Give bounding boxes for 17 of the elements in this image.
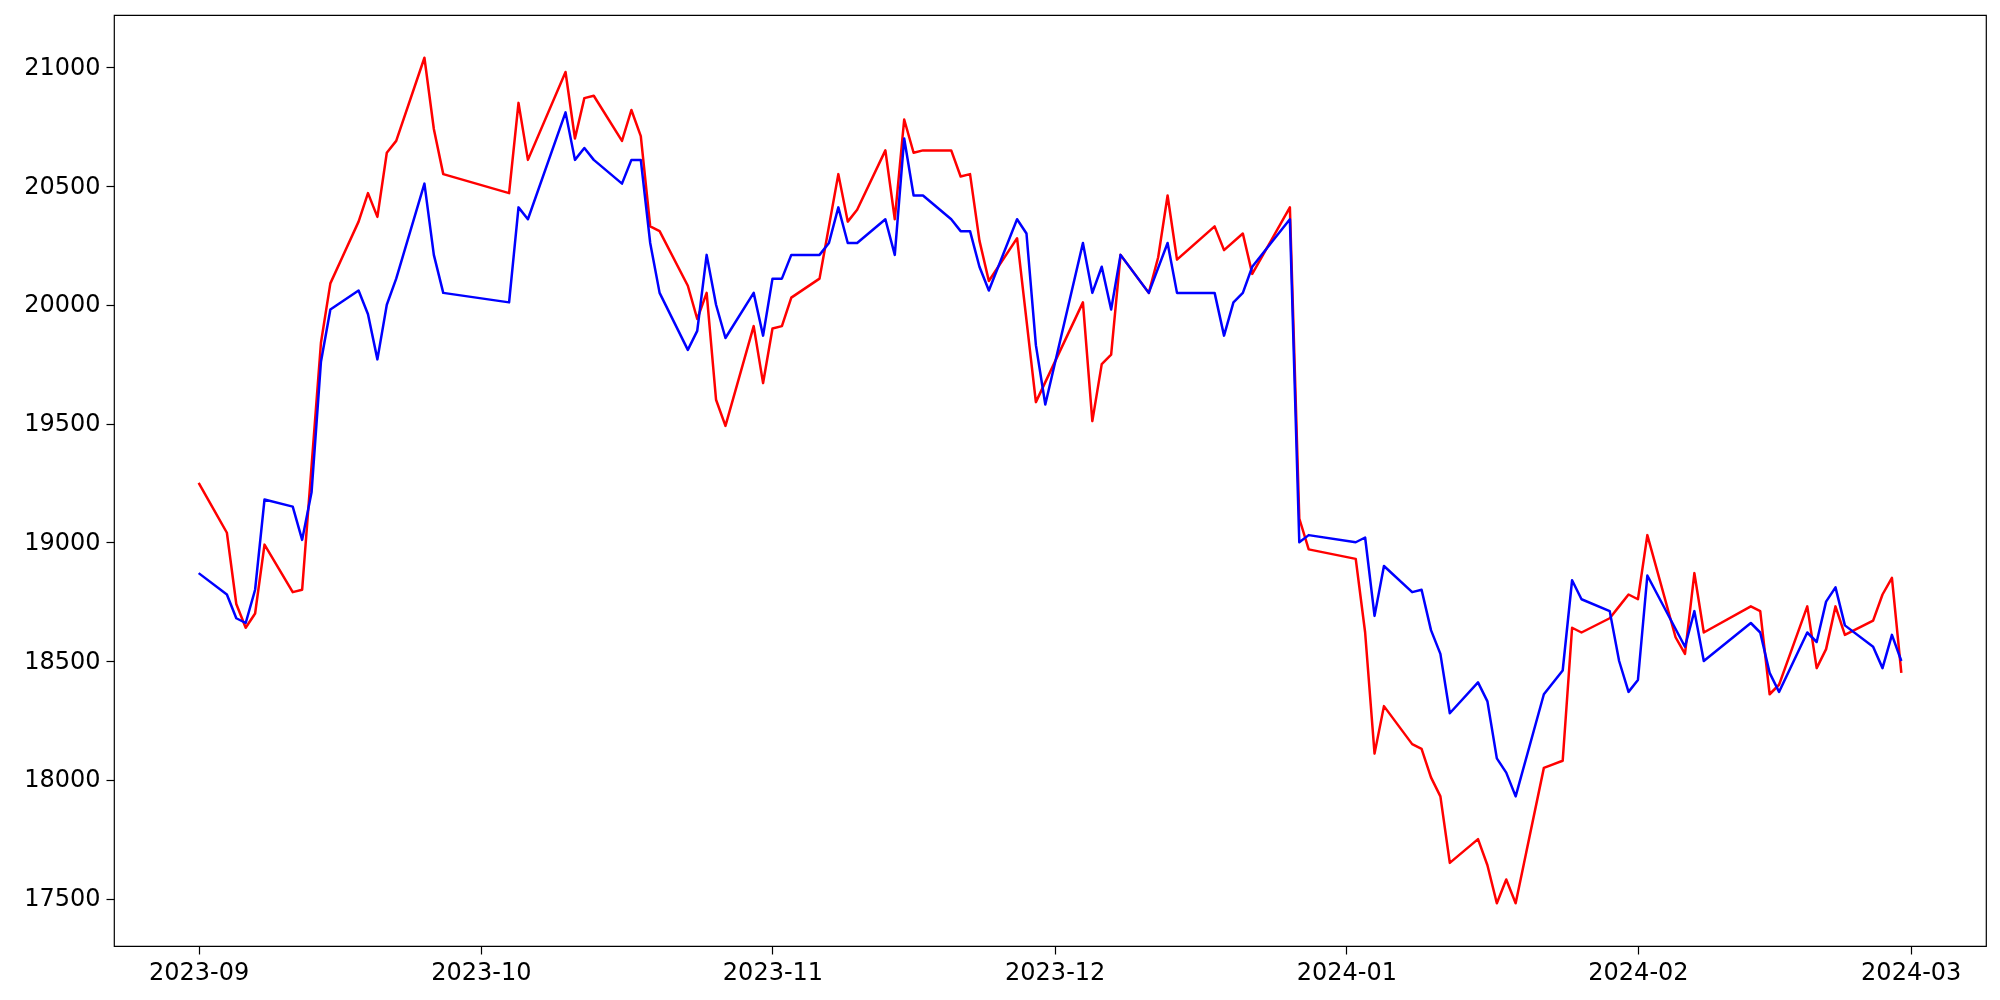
y-tick-label: 19500 — [24, 409, 101, 437]
x-tick-label: 2023-12 — [1005, 957, 1106, 986]
y-tick-label: 21000 — [24, 52, 101, 81]
x-tick-label: 2023-11 — [722, 957, 824, 986]
x-tick-label: 2023-10 — [431, 957, 532, 986]
y-tick-label: 20000 — [24, 290, 101, 319]
y-tick-label: 19000 — [24, 527, 101, 556]
line-series — [197, 111, 1903, 798]
x-tick-label: 2024-01 — [1296, 957, 1397, 986]
y-tick-label: 18000 — [24, 765, 101, 794]
y-tick-label: 18500 — [24, 646, 101, 675]
x-tick-label: 2023-09 — [149, 957, 250, 986]
y-tick-label: 17500 — [24, 884, 101, 912]
y-tick-label: 20500 — [24, 171, 101, 200]
line-series — [197, 56, 1903, 905]
x-tick-label: 2024-02 — [1588, 957, 1689, 986]
x-tick-label: 2024-03 — [1861, 957, 1962, 986]
